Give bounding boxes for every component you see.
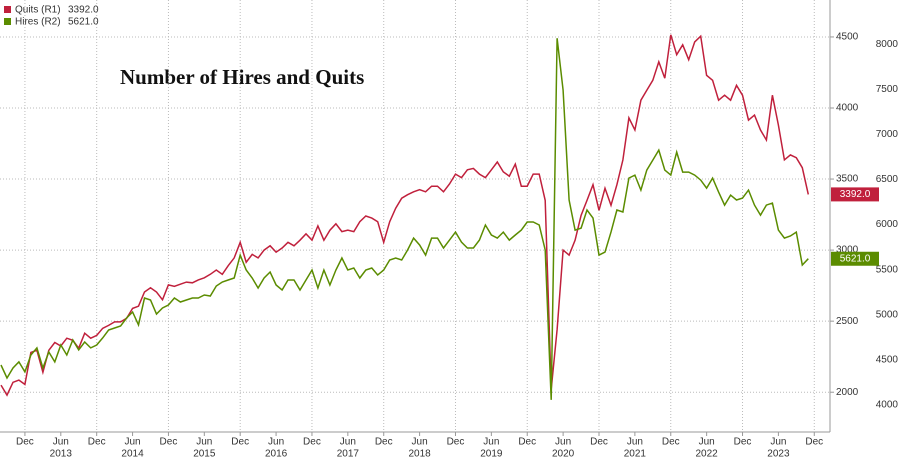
- year-label: 2020: [552, 449, 575, 460]
- x-tick-label: Jun: [196, 437, 212, 448]
- year-label: 2021: [624, 449, 647, 460]
- y-tick-label: 4500: [836, 32, 859, 43]
- x-tick-label: Dec: [518, 437, 536, 448]
- last-value-box: [831, 251, 879, 266]
- x-tick-label: Dec: [160, 437, 178, 448]
- y2-tick-label: 5500: [876, 264, 899, 275]
- legend-label: Quits (R1): [15, 5, 61, 16]
- x-tick-label: Jun: [412, 437, 428, 448]
- series-line: [0, 38, 809, 400]
- legend-swatch: [4, 18, 11, 25]
- y-tick-label: 2500: [836, 316, 859, 327]
- last-value-label: 3392.0: [840, 189, 871, 200]
- y-tick-label: 3500: [836, 174, 859, 185]
- x-tick-label: Jun: [627, 437, 643, 448]
- legend-label: Hires (R2): [15, 17, 61, 28]
- x-tick-label: Dec: [447, 437, 465, 448]
- y2-tick-label: 6000: [876, 219, 899, 230]
- year-label: 2013: [50, 449, 73, 460]
- legend-swatch: [4, 6, 11, 13]
- chart-title: Number of Hires and Quits: [120, 65, 364, 89]
- x-tick-label: Dec: [231, 437, 249, 448]
- y2-tick-label: 8000: [876, 39, 899, 50]
- x-tick-label: Jun: [53, 437, 69, 448]
- x-tick-label: Dec: [303, 437, 321, 448]
- year-label: 2014: [121, 449, 144, 460]
- year-label: 2018: [408, 449, 431, 460]
- x-tick-label: Dec: [734, 437, 752, 448]
- x-tick-label: Jun: [340, 437, 356, 448]
- year-label: 2023: [767, 449, 790, 460]
- y2-tick-label: 4000: [876, 400, 899, 411]
- x-tick-label: Jun: [483, 437, 499, 448]
- legend-value: 5621.0: [68, 17, 99, 28]
- series-line: [0, 34, 810, 397]
- y2-tick-label: 7500: [876, 84, 899, 95]
- last-value-box: [831, 187, 879, 202]
- y2-tick-label: 4500: [876, 354, 899, 365]
- year-label: 2015: [193, 449, 216, 460]
- y2-tick-label: 5000: [876, 309, 899, 320]
- year-label: 2019: [480, 449, 503, 460]
- legend-value: 3392.0: [68, 5, 99, 16]
- y-tick-label: 3000: [836, 245, 859, 256]
- last-value-label: 5621.0: [840, 253, 871, 264]
- y2-tick-label: 7000: [876, 129, 899, 140]
- x-tick-label: Dec: [662, 437, 680, 448]
- x-tick-label: Jun: [770, 437, 786, 448]
- x-tick-label: Dec: [88, 437, 106, 448]
- x-tick-label: Dec: [805, 437, 823, 448]
- x-tick-label: Jun: [555, 437, 571, 448]
- x-tick-label: Jun: [268, 437, 284, 448]
- year-label: 2016: [265, 449, 288, 460]
- x-tick-label: Jun: [699, 437, 715, 448]
- y-tick-label: 4000: [836, 103, 859, 114]
- y2-tick-label: 6500: [876, 174, 899, 185]
- year-label: 2022: [696, 449, 719, 460]
- x-tick-label: Dec: [375, 437, 393, 448]
- y-tick-label: 2000: [836, 387, 859, 398]
- year-label: 2017: [337, 449, 360, 460]
- x-tick-label: Dec: [590, 437, 608, 448]
- x-tick-label: Dec: [16, 437, 34, 448]
- x-tick-label: Jun: [124, 437, 140, 448]
